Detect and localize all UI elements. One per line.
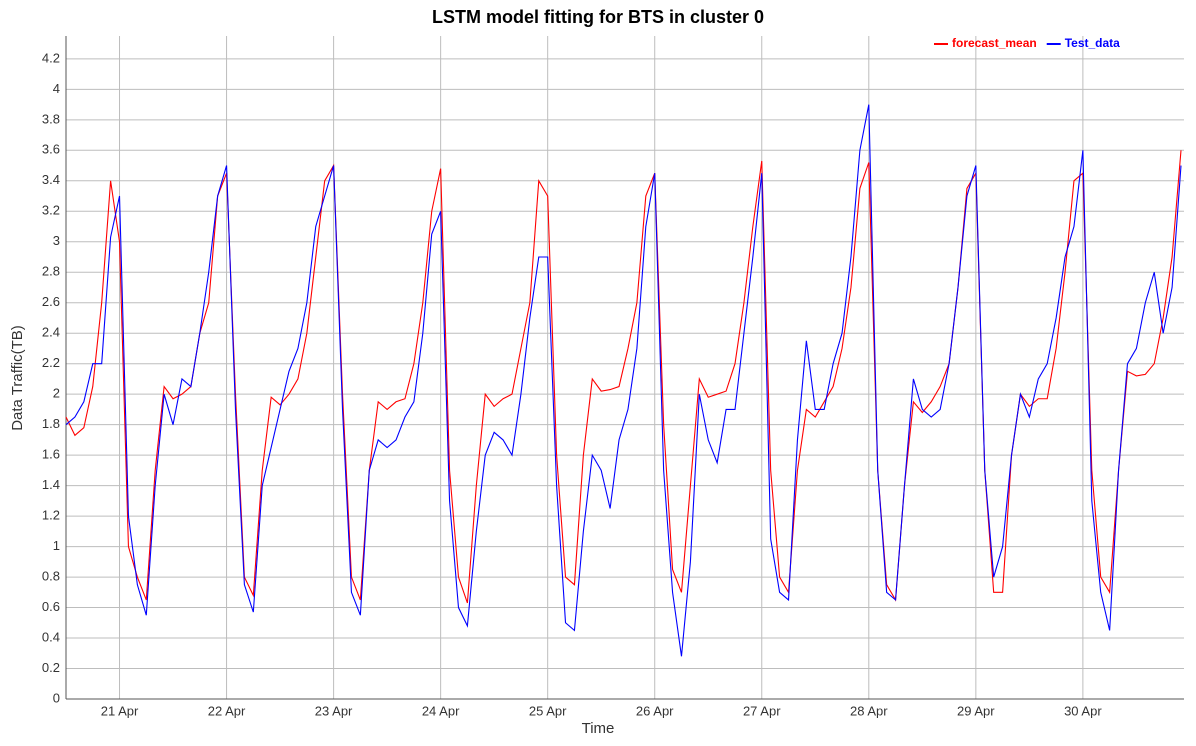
x-tick-label: 23 Apr [315, 703, 353, 718]
y-tick-label: 0.2 [42, 660, 60, 675]
x-tick-label: 30 Apr [1064, 703, 1102, 718]
y-tick-label: 3.4 [42, 172, 60, 187]
x-tick-label: 29 Apr [957, 703, 995, 718]
x-tick-label: 24 Apr [422, 703, 460, 718]
y-tick-label: 3.6 [42, 142, 60, 157]
y-tick-label: 2 [53, 386, 60, 401]
y-tick-label: 3.2 [42, 203, 60, 218]
y-tick-label: 3.8 [42, 111, 60, 126]
y-tick-label: 0.6 [42, 599, 60, 614]
y-tick-label: 3 [53, 233, 60, 248]
y-tick-label: 2.2 [42, 355, 60, 370]
y-tick-label: 1.4 [42, 477, 60, 492]
y-tick-label: 1.8 [42, 416, 60, 431]
x-tick-label: 22 Apr [208, 703, 246, 718]
y-axis-label: Data Traffic(TB) [9, 325, 26, 431]
x-axis-label: Time [582, 720, 615, 737]
y-tick-label: 0.8 [42, 569, 60, 584]
series-line [65, 150, 1182, 604]
y-tick-label: 1 [53, 538, 60, 553]
y-tick-label: 0.4 [42, 629, 60, 644]
y-tick-label: 1.6 [42, 447, 60, 462]
x-tick-label: 26 Apr [636, 703, 674, 718]
series-line [65, 104, 1182, 657]
y-tick-label: 4 [53, 81, 60, 96]
chart-title: LSTM model fitting for BTS in cluster 0 [432, 7, 764, 27]
legend-label: forecast_mean [952, 36, 1037, 50]
y-tick-label: 2.4 [42, 325, 60, 340]
y-tick-label: 1.2 [42, 508, 60, 523]
legend-label: Test_data [1065, 36, 1120, 50]
x-tick-label: 21 Apr [101, 703, 139, 718]
x-tick-label: 25 Apr [529, 703, 567, 718]
x-tick-label: 28 Apr [850, 703, 888, 718]
y-tick-label: 0 [53, 690, 60, 705]
y-tick-label: 2.6 [42, 294, 60, 309]
x-tick-label: 27 Apr [743, 703, 781, 718]
y-tick-label: 4.2 [42, 50, 60, 65]
y-tick-label: 2.8 [42, 264, 60, 279]
